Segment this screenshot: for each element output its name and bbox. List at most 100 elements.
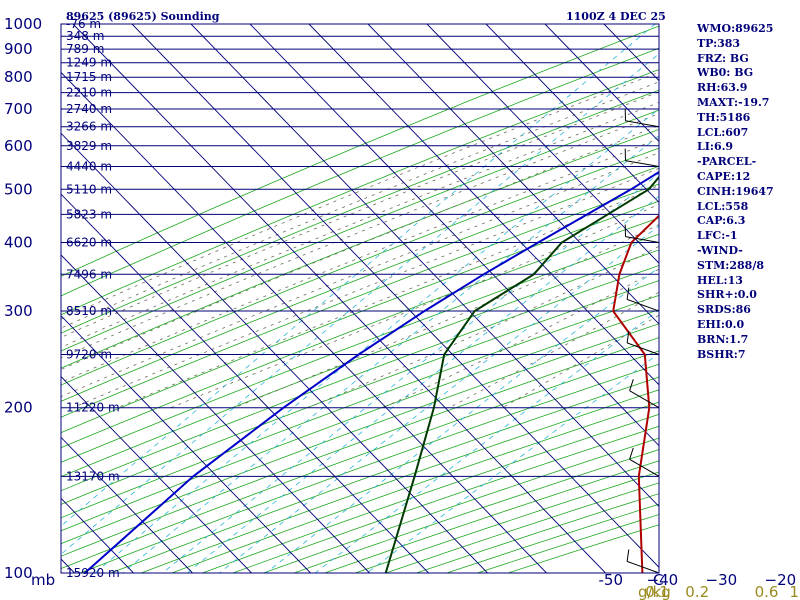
x-axis-unit-label: mb	[31, 571, 55, 589]
isotherm-line	[485, 24, 659, 203]
isotherm-line	[190, 24, 659, 508]
stat-line: TH:5186	[697, 110, 751, 124]
moist-adiabat-line	[117, 184, 659, 409]
stat-line: CAP:6.3	[697, 214, 746, 228]
stat-line: BRN:1.7	[697, 332, 749, 346]
height-level-label: 3829 m	[66, 139, 112, 153]
wind-barb	[626, 287, 660, 312]
dry-adiabat-line	[61, 249, 659, 478]
temperature-trace	[612, 214, 659, 573]
moist-adiabat-line	[72, 167, 659, 409]
pressure-tick-label: 100	[4, 564, 33, 582]
stat-line: FRZ: BG	[697, 51, 749, 65]
stat-line: LI:6.9	[697, 140, 734, 154]
stat-line: -PARCEL-	[697, 155, 757, 169]
chart-time: 1100Z 4 DEC 25	[566, 10, 666, 23]
wind-barbs-layer	[624, 108, 660, 574]
moist-adiabat-line	[234, 224, 659, 409]
isotherm-line	[61, 132, 488, 573]
dry-adiabat-line	[61, 128, 659, 369]
isotherm-line	[61, 193, 429, 573]
dry-adiabat-line	[61, 165, 659, 402]
dry-adiabat-line	[61, 109, 659, 352]
moist-adiabat-line	[61, 138, 659, 383]
isotherm-line	[131, 24, 659, 568]
mixing-ratio-label: 1.0	[790, 583, 800, 600]
wind-barb	[626, 549, 660, 574]
stability-indices-panel: WMO:89625 TP:383 FRZ: BG WB0: BG RH:63.9 MAXT…	[697, 22, 774, 362]
temperature-tick-label: −40	[647, 571, 679, 589]
dry-adiabat-line	[61, 323, 659, 545]
pressure-tick-label: 600	[4, 137, 33, 155]
stat-line: HEL:13	[697, 273, 743, 287]
stat-line: WB0: BG	[697, 66, 754, 80]
stat-line: WMO:89625	[697, 22, 774, 35]
height-level-label: 9720 m	[66, 348, 112, 362]
pressure-tick-label: 200	[4, 399, 33, 417]
stat-line: STM:288/8	[697, 258, 764, 272]
height-level-label: 1249 m	[66, 56, 112, 70]
height-level-label: 348 m	[66, 29, 104, 43]
temperature-tick-label: −20	[765, 571, 797, 589]
wind-barb	[624, 148, 660, 168]
height-level-label: 2740 m	[66, 102, 112, 116]
isotherm-line	[61, 71, 547, 573]
height-level-label: -76 m	[66, 17, 101, 31]
temperature-tick-label: −30	[706, 571, 738, 589]
stat-line: BSHR:7	[697, 347, 746, 361]
wind-barb	[629, 447, 660, 477]
stat-line: SHR+:0.0	[697, 288, 757, 302]
dry-adiabat-line	[61, 89, 659, 334]
profiles-layer	[84, 170, 659, 573]
moist-adiabat-line	[61, 71, 659, 320]
moist-adiabat-line	[383, 268, 659, 409]
temperature-tick-label: -50	[599, 571, 624, 589]
pressure-tick-label: 800	[4, 68, 33, 86]
pressure-tick-label: 400	[4, 234, 33, 252]
height-level-label: 1715 m	[66, 70, 112, 84]
stat-line: TP:383	[697, 36, 741, 50]
wind-barb	[624, 224, 660, 243]
mixing-ratio-label: 0.1	[645, 583, 669, 600]
dry-adiabat-line	[61, 265, 659, 492]
chart-title: 89625 (89625) Sounding	[66, 10, 220, 23]
isotherm-line	[426, 24, 659, 264]
isotherm-line	[61, 375, 252, 573]
height-level-label: 13170 m	[66, 469, 120, 483]
isotherm-line	[61, 254, 370, 573]
mixing-ratio-label: g/kg	[638, 583, 671, 600]
stat-line: LCL:558	[697, 199, 749, 213]
stat-line: MAXT:-19.7	[697, 95, 770, 109]
pressure-tick-label: 300	[4, 302, 33, 320]
height-level-label: 2210 m	[66, 86, 112, 100]
height-level-label: 789 m	[66, 42, 104, 56]
height-level-label: 7496 m	[66, 267, 112, 281]
dry-adiabat-line	[61, 183, 659, 418]
temperature-unit-label: C	[653, 571, 663, 589]
stat-line: LFC:-1	[697, 229, 738, 243]
isotherm-line	[367, 24, 659, 325]
moist-adiabat-line	[61, 113, 659, 359]
pressure-tick-label: 500	[4, 180, 33, 198]
dry-adiabat-line	[61, 309, 659, 532]
parcel-trace	[84, 170, 659, 573]
wind-barb	[629, 379, 660, 409]
stat-line: EHI:0.0	[697, 317, 745, 331]
pressure-tick-label: 900	[4, 40, 33, 58]
mixing-ratio-label: 0.2	[685, 583, 709, 600]
height-level-label: 6620 m	[66, 236, 112, 250]
stat-line: CAPE:12	[697, 169, 751, 183]
pressure-tick-label: 1000	[4, 15, 42, 33]
dry-adiabat-line	[61, 147, 659, 386]
dry-adiabat-line	[61, 69, 659, 316]
stat-line: RH:63.9	[697, 81, 748, 95]
moist-adiabat-line	[61, 152, 659, 398]
height-level-label: 3266 m	[66, 120, 112, 134]
height-level-label: 8510 m	[66, 304, 112, 318]
isotherm-line	[249, 24, 659, 447]
stat-line: -WIND-	[697, 243, 743, 257]
stat-line: SRDS:86	[697, 303, 751, 317]
stat-line: LCL:607	[697, 125, 749, 139]
dry-adiabat-line	[61, 233, 659, 463]
